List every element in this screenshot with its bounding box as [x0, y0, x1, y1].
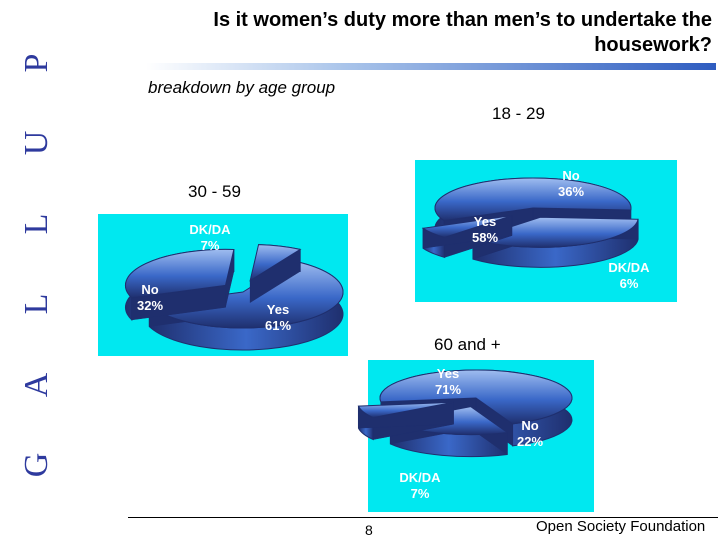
slice-label-value: 7%	[411, 486, 430, 501]
slice-label-value: 61%	[265, 318, 291, 333]
group-label-60-plus: 60 and +	[434, 335, 501, 354]
slice-label-name: No	[562, 168, 579, 183]
slice-label-value: 36%	[558, 184, 584, 199]
gallup-logo: P U L L A G	[18, 0, 55, 480]
pie-slice-no	[125, 248, 235, 322]
logo-letter: G	[18, 452, 55, 478]
group-label-30-59: 30 - 59	[188, 182, 241, 201]
page-number: 8	[365, 522, 373, 538]
slice-label-name: Yes	[267, 302, 289, 317]
slice-label-value: 7%	[201, 238, 220, 253]
title-gradient-bar	[146, 63, 716, 70]
slice-label-name: No	[141, 282, 158, 297]
slice-label-value: 6%	[620, 276, 639, 291]
slice-label-name: DK/DA	[189, 222, 231, 237]
pie-slice-dkda	[249, 244, 302, 303]
logo-letter: U	[18, 131, 55, 156]
slice-label-value: 22%	[517, 434, 543, 449]
slice-label-value: 32%	[137, 298, 163, 313]
slice-label-name: DK/DA	[399, 470, 441, 485]
pie-slice-no	[471, 216, 639, 268]
slice-label-name: Yes	[437, 366, 459, 381]
slice-label-name: Yes	[474, 214, 496, 229]
slice-label-name: DK/DA	[608, 260, 650, 275]
footer-divider	[128, 517, 718, 518]
logo-letter: L	[18, 293, 55, 315]
logo-letter: P	[18, 53, 55, 73]
logo-letter: A	[18, 372, 55, 397]
slice-label-value: 71%	[435, 382, 461, 397]
group-label-18-29: 18 - 29	[492, 104, 545, 123]
slice-label-name: No	[521, 418, 538, 433]
page-title: Is it women’s duty more than men’s to un…	[213, 9, 712, 56]
pie-slice-dkda	[421, 215, 513, 259]
page-subtitle: breakdown by age group	[148, 78, 336, 97]
slice-label-value: 58%	[472, 230, 498, 245]
footer-organization: Open Society Foundation	[536, 518, 706, 535]
logo-letter: L	[18, 213, 55, 235]
pie-slice-dkda	[357, 401, 454, 441]
